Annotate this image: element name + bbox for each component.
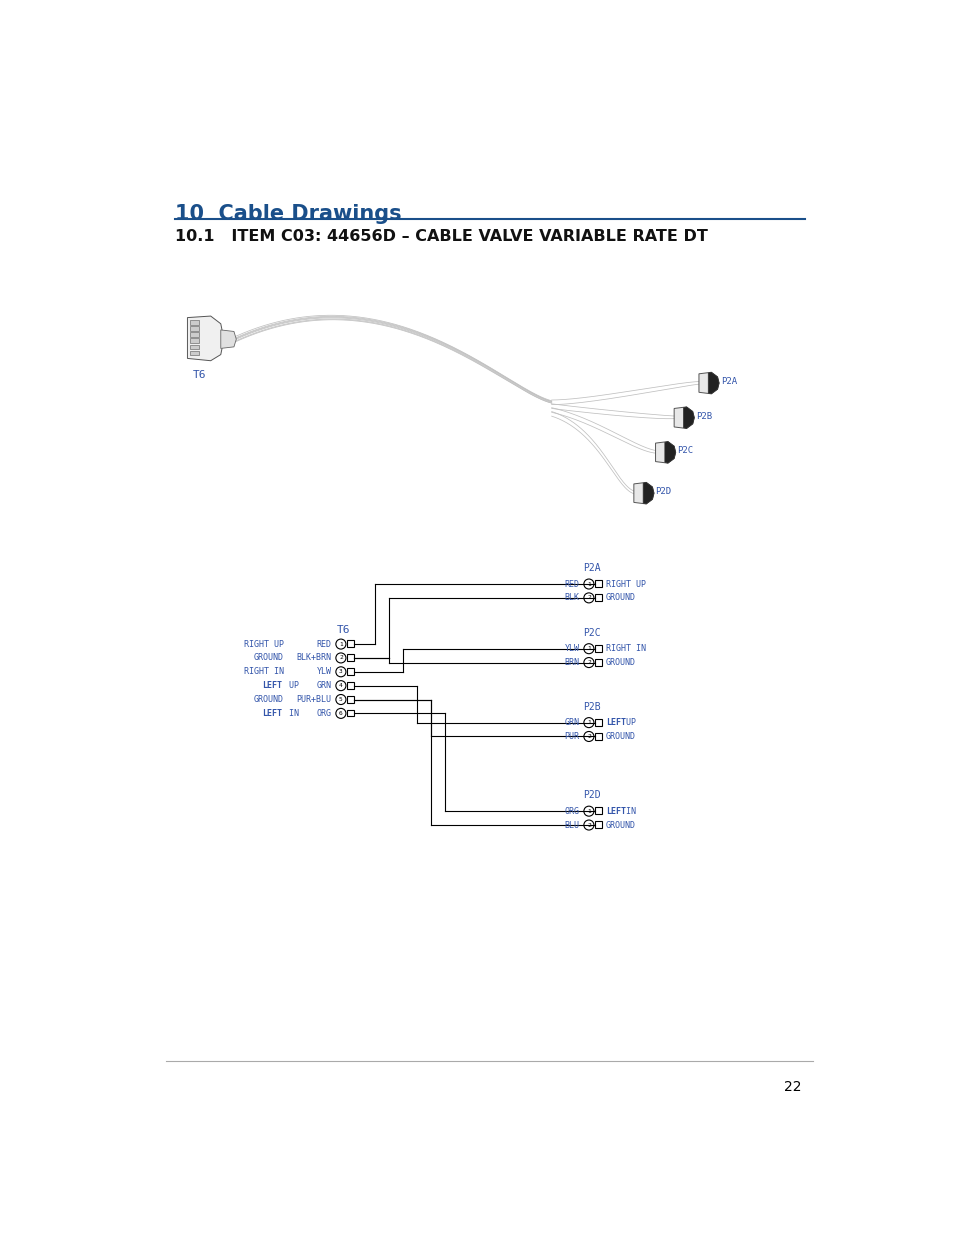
Text: 1: 1 [586,809,590,814]
Polygon shape [655,442,675,463]
Polygon shape [707,372,719,394]
Text: GRN: GRN [564,718,579,727]
Polygon shape [682,406,694,429]
Bar [595,594,601,601]
Text: GRN: GRN [316,682,332,690]
Text: BLK+BRN: BLK+BRN [296,653,332,662]
Text: P2C: P2C [677,446,693,456]
Text: GROUND: GROUND [605,593,636,603]
Text: IN: IN [620,806,636,815]
Text: 2: 2 [586,659,590,666]
Bar [595,719,601,726]
Text: UP: UP [283,682,298,690]
Text: P2D: P2D [582,790,599,800]
Text: YLW: YLW [564,645,579,653]
Text: P2A: P2A [582,563,599,573]
Polygon shape [642,483,654,504]
Text: GROUND: GROUND [605,658,636,667]
Polygon shape [699,372,719,394]
Text: 10.1   ITEM C03: 44656D – CABLE VALVE VARIABLE RATE DT: 10.1 ITEM C03: 44656D – CABLE VALVE VARI… [174,228,707,245]
Text: RIGHT IN: RIGHT IN [243,667,283,677]
Text: GROUND: GROUND [605,732,636,741]
Text: 10  Cable Drawings: 10 Cable Drawings [174,204,401,224]
Text: RIGHT UP: RIGHT UP [605,579,645,589]
Text: UP: UP [620,718,636,727]
Polygon shape [664,442,675,463]
Text: GROUND: GROUND [253,695,283,704]
Bar [190,338,199,343]
Text: 22: 22 [783,1079,801,1094]
Bar [595,645,601,652]
Bar [190,320,199,325]
Bar [347,682,354,689]
Text: GROUND: GROUND [253,653,283,662]
Text: RIGHT UP: RIGHT UP [243,640,283,648]
Bar [190,326,199,331]
Text: BLU: BLU [564,820,579,830]
Text: T6: T6 [337,625,351,635]
Text: RIGHT IN: RIGHT IN [605,645,645,653]
Text: 2: 2 [586,823,590,827]
Text: LEFT: LEFT [605,806,625,815]
Text: GROUND: GROUND [605,820,636,830]
Bar [595,732,601,740]
Text: P2D: P2D [655,487,671,496]
Bar [595,808,601,814]
Text: 5: 5 [338,697,342,701]
Text: 1: 1 [586,582,590,587]
Text: RED: RED [564,579,579,589]
Text: BLK: BLK [564,593,579,603]
Text: P2B: P2B [582,701,599,711]
Bar [595,821,601,829]
Text: LEFT: LEFT [262,709,282,718]
Text: 1: 1 [586,720,590,725]
Bar [347,640,354,647]
Bar [347,710,354,716]
Bar [190,332,199,337]
Text: T6: T6 [193,370,206,380]
Bar [595,580,601,587]
Text: 4: 4 [338,683,342,688]
Text: LEFT: LEFT [605,718,625,727]
Text: YLW: YLW [316,667,332,677]
Bar [595,658,601,666]
Bar [190,345,199,350]
Text: 2: 2 [338,656,342,661]
Bar [190,351,199,356]
Text: IN: IN [283,709,298,718]
Bar [347,695,354,703]
Text: 1: 1 [338,641,342,647]
Text: BRN: BRN [564,658,579,667]
Text: P2A: P2A [720,377,736,387]
Bar [347,655,354,661]
Text: RED: RED [316,640,332,648]
Text: PUR: PUR [564,732,579,741]
Text: 6: 6 [338,711,342,716]
Text: ORG: ORG [564,806,579,815]
Text: LEFT: LEFT [262,682,282,690]
Polygon shape [674,406,694,429]
Text: 1: 1 [586,646,590,651]
Text: P2C: P2C [582,627,599,638]
Text: P2B: P2B [695,411,711,421]
Polygon shape [633,483,654,504]
Text: 3: 3 [338,669,342,674]
Text: 2: 2 [586,595,590,600]
Polygon shape [187,316,224,361]
Text: ORG: ORG [316,709,332,718]
Text: PUR+BLU: PUR+BLU [296,695,332,704]
Polygon shape [220,330,236,348]
Text: 2: 2 [586,734,590,739]
Bar [347,668,354,674]
